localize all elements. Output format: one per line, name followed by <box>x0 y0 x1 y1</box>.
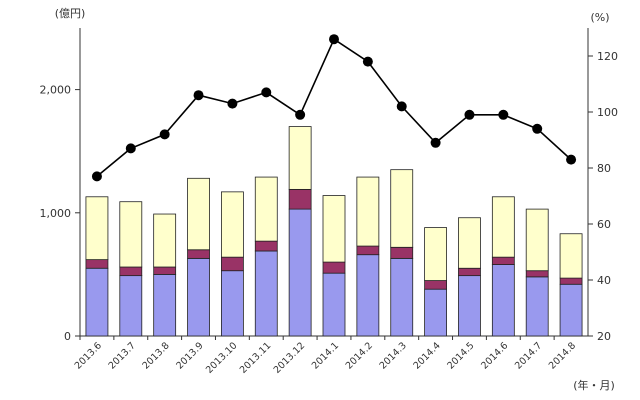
bar-segment <box>559 277 583 285</box>
bar-segment <box>288 208 312 337</box>
line-point <box>125 143 136 154</box>
right-tick-label: 100 <box>597 106 618 119</box>
x-tick-label: 2013.12 <box>272 340 308 376</box>
line-point <box>261 87 272 98</box>
x-tick-label: 2014.6 <box>479 340 510 371</box>
bar-segment <box>559 283 583 337</box>
bar-segment <box>153 213 177 268</box>
bar-segment <box>254 250 278 337</box>
bar-segment <box>153 273 177 337</box>
bar-segment <box>85 267 109 337</box>
bar-segment <box>424 288 448 337</box>
x-tick-label: 2013.9 <box>174 340 205 371</box>
line-point <box>295 109 306 120</box>
x-tick-label: 2014.3 <box>378 340 409 371</box>
line-point <box>362 56 373 67</box>
line-point <box>532 123 543 134</box>
x-unit: (年・月) <box>573 378 615 392</box>
bar-segment <box>356 254 380 337</box>
line-point <box>227 98 238 109</box>
bar-segment <box>525 276 549 337</box>
chart-bars <box>85 126 583 337</box>
bar-segment <box>220 191 244 258</box>
bar-segment <box>424 280 448 290</box>
x-tick-label: 2014.5 <box>445 340 476 371</box>
left-tick-label: 1,000 <box>40 207 72 220</box>
bar-segment <box>356 245 380 256</box>
line-point <box>464 109 475 120</box>
y-right-unit: (%) <box>590 11 609 24</box>
bar-segment <box>525 208 549 272</box>
bar-segment <box>119 201 143 268</box>
bar-segment <box>288 188 312 210</box>
bar-segment <box>491 196 515 258</box>
x-tick-label: 2013.6 <box>73 340 104 371</box>
bar-segment <box>458 267 481 277</box>
x-tick-label: 2013.8 <box>140 340 171 371</box>
y-left-unit: (億円) <box>55 7 86 20</box>
bar-segment <box>390 169 414 248</box>
x-tick-label: 2014.7 <box>513 340 544 371</box>
x-tick-label: 2014.1 <box>310 340 341 371</box>
chart-line <box>91 34 577 182</box>
x-tick-label: 2014.8 <box>547 340 578 371</box>
bar-segment <box>254 176 278 242</box>
bar-segment <box>559 233 583 279</box>
x-tick-label: 2014.2 <box>344 340 375 371</box>
bar-segment <box>220 270 244 337</box>
x-tick-label: 2013.11 <box>238 340 274 376</box>
line-point <box>91 171 102 182</box>
bar-segment <box>491 264 515 337</box>
x-tick-label: 2013.7 <box>107 340 138 371</box>
bar-segment <box>220 256 244 272</box>
x-tick-label: 2013.10 <box>204 340 240 376</box>
line-point <box>329 34 339 45</box>
bar-segment <box>390 246 414 259</box>
right-tick-label: 40 <box>597 274 611 287</box>
bar-segment <box>187 249 210 259</box>
bar-segment <box>119 266 143 277</box>
line-point <box>498 109 509 120</box>
bar-segment <box>390 257 414 337</box>
line-point <box>396 101 407 112</box>
bar-segment <box>85 259 109 269</box>
bar-segment <box>322 261 346 274</box>
left-tick-label: 2,000 <box>40 84 72 97</box>
bar-segment <box>424 227 448 281</box>
bar-segment <box>187 177 210 251</box>
left-tick-label: 0 <box>64 330 71 343</box>
bar-segment <box>458 217 481 269</box>
line-point <box>566 154 577 165</box>
bar-segment <box>288 126 312 190</box>
bar-segment <box>153 266 177 275</box>
bar-segment <box>356 176 380 247</box>
bar-segment <box>187 257 210 337</box>
bar-segment <box>491 256 515 265</box>
right-tick-label: 80 <box>597 162 611 175</box>
bar-segment <box>458 275 481 337</box>
bar-segment <box>254 240 278 252</box>
line-point <box>159 129 170 140</box>
line-point <box>193 90 204 101</box>
bar-segment <box>85 196 109 261</box>
right-tick-label: 120 <box>597 50 618 63</box>
right-tick-label: 20 <box>597 330 611 343</box>
line-series <box>96 38 572 178</box>
bar-segment <box>525 270 549 278</box>
line-point <box>430 137 441 148</box>
bar-segment <box>322 195 346 263</box>
bar-segment <box>119 275 143 337</box>
x-tick-label: 2014.4 <box>411 340 442 371</box>
right-tick-label: 60 <box>597 218 611 231</box>
bar-segment <box>322 272 346 337</box>
